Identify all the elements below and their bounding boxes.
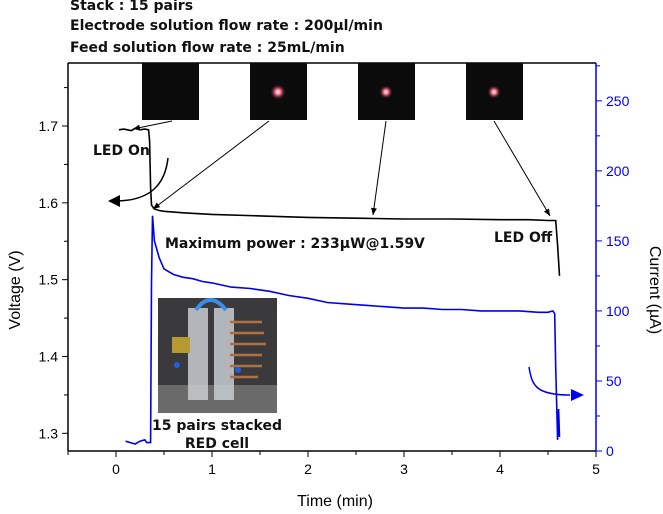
header-electrode-flow: Electrode solution flow rate : 200µl/min <box>70 18 383 34</box>
y2-axis-title: Current (µA) <box>646 246 663 334</box>
inset-caption-1: 15 pairs stacked <box>152 418 282 434</box>
y2-tick-label: 200 <box>606 163 630 179</box>
arrow-photo-1 <box>132 120 173 131</box>
inset-photo-red-cell <box>158 298 277 413</box>
x-tick-label: 4 <box>496 461 504 477</box>
arrowhead-icon <box>108 195 120 207</box>
y-tick-label: 1.6 <box>39 195 59 211</box>
led-glow <box>487 85 501 99</box>
label-led-on: LED On <box>93 143 150 159</box>
inset-caption-2: RED cell <box>185 436 249 452</box>
arrow-photo-4 <box>493 120 551 217</box>
x-tick-label: 0 <box>112 461 120 477</box>
x-tick-label: 2 <box>304 461 312 477</box>
led-photo-off <box>142 63 199 120</box>
y-tick-label: 1.3 <box>39 425 59 441</box>
header-feed-flow: Feed solution flow rate : 25mL/min <box>70 40 345 56</box>
arrow-photo-2 <box>152 120 270 210</box>
voltage-axis-arrow <box>117 157 169 202</box>
label-max-power: Maximum power : 233µW@1.59V <box>165 236 425 252</box>
led-glow <box>379 85 393 99</box>
arrowhead-icon <box>571 389 584 401</box>
x-tick-label: 5 <box>592 461 600 477</box>
y-axis-title: Voltage (V) <box>7 250 24 329</box>
y-tick-label: 1.5 <box>39 272 59 288</box>
x-tick-label: 1 <box>208 461 216 477</box>
arrow-photo-3 <box>370 120 387 216</box>
y-tick-label: 1.4 <box>39 348 59 364</box>
y2-tick-label: 250 <box>606 93 630 109</box>
y2-tick-label: 50 <box>606 373 622 389</box>
current-axis-arrow <box>528 366 571 396</box>
label-led-off: LED Off <box>494 230 553 246</box>
y-tick-label: 1.7 <box>39 118 59 134</box>
x-tick-label: 3 <box>400 461 408 477</box>
voltage-series-line <box>118 127 561 276</box>
header-stack: Stack : 15 pairs <box>70 0 194 14</box>
led-glow <box>270 84 286 100</box>
current-series-line <box>125 215 561 445</box>
y2-tick-label: 100 <box>606 303 630 319</box>
x-axis-title: Time (min) <box>297 493 373 510</box>
y2-tick-label: 150 <box>606 233 630 249</box>
y2-tick-label: 0 <box>606 443 614 459</box>
